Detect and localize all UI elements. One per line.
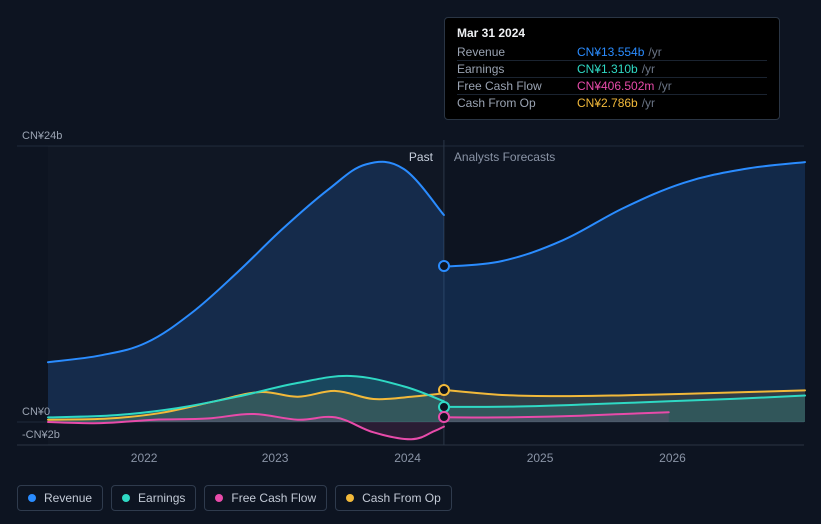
x-axis-tick-label: 2026 bbox=[659, 451, 686, 465]
tooltip-metric-unit: /yr bbox=[642, 96, 655, 110]
y-axis-tick-label: -CN¥2b bbox=[22, 429, 60, 441]
tooltip-date: Mar 31 2024 bbox=[457, 26, 767, 40]
tooltip-metric-label: Revenue bbox=[457, 45, 577, 59]
tooltip-metric-unit: /yr bbox=[648, 45, 661, 59]
tooltip-row: EarningsCN¥1.310b/yr bbox=[457, 61, 767, 78]
x-axis-tick-label: 2023 bbox=[262, 451, 289, 465]
tooltip-row: Free Cash FlowCN¥406.502m/yr bbox=[457, 78, 767, 95]
tooltip-metric-unit: /yr bbox=[642, 62, 655, 76]
legend-label: Cash From Op bbox=[362, 491, 441, 505]
legend-dot-earnings bbox=[122, 494, 130, 502]
series-marker bbox=[438, 384, 450, 396]
tooltip-metric-label: Earnings bbox=[457, 62, 577, 76]
x-axis-tick-label: 2022 bbox=[131, 451, 158, 465]
tooltip-metric-value: CN¥406.502m bbox=[577, 79, 654, 93]
legend-dot-cfo bbox=[346, 494, 354, 502]
legend-label: Revenue bbox=[44, 491, 92, 505]
hover-tooltip: Mar 31 2024 RevenueCN¥13.554b/yrEarnings… bbox=[444, 17, 780, 120]
tooltip-row: RevenueCN¥13.554b/yr bbox=[457, 44, 767, 61]
legend-label: Earnings bbox=[138, 491, 185, 505]
legend-label: Free Cash Flow bbox=[231, 491, 316, 505]
series-marker bbox=[438, 260, 450, 272]
tooltip-metric-label: Free Cash Flow bbox=[457, 79, 577, 93]
y-axis-tick-label: CN¥24b bbox=[22, 130, 62, 142]
legend-dot-fcf bbox=[215, 494, 223, 502]
x-axis-tick-label: 2025 bbox=[527, 451, 554, 465]
forecast-section-label: Analysts Forecasts bbox=[454, 150, 555, 164]
x-axis-tick-label: 2024 bbox=[394, 451, 421, 465]
legend-fcf[interactable]: Free Cash Flow bbox=[204, 485, 327, 511]
tooltip-metric-value: CN¥1.310b bbox=[577, 62, 638, 76]
tooltip-metric-value: CN¥13.554b bbox=[577, 45, 644, 59]
tooltip-metric-unit: /yr bbox=[658, 79, 671, 93]
legend-cfo[interactable]: Cash From Op bbox=[335, 485, 452, 511]
tooltip-metric-label: Cash From Op bbox=[457, 96, 577, 110]
legend-dot-revenue bbox=[28, 494, 36, 502]
legend-revenue[interactable]: Revenue bbox=[17, 485, 103, 511]
chart-container: CN¥24b CN¥0 -CN¥2b 2022 2023 2024 2025 2026 Pa… bbox=[0, 0, 821, 524]
past-section-label: Past bbox=[409, 150, 433, 164]
legend: Revenue Earnings Free Cash Flow Cash Fro… bbox=[17, 485, 452, 511]
y-axis-tick-label: CN¥0 bbox=[22, 406, 50, 418]
series-marker bbox=[438, 411, 450, 423]
tooltip-row: Cash From OpCN¥2.786b/yr bbox=[457, 95, 767, 111]
legend-earnings[interactable]: Earnings bbox=[111, 485, 196, 511]
tooltip-metric-value: CN¥2.786b bbox=[577, 96, 638, 110]
